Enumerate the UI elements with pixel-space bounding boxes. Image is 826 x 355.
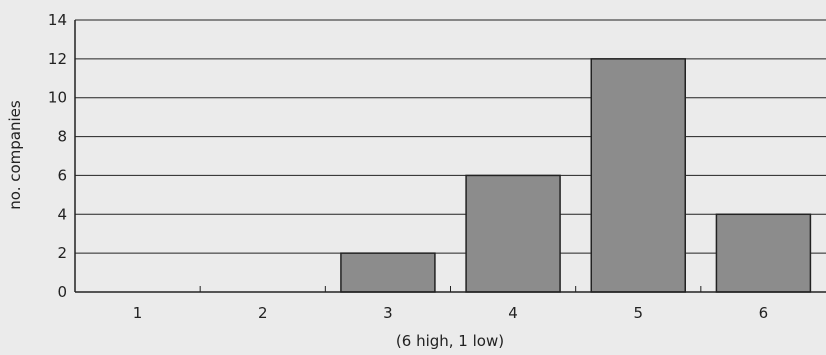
y-tick-label: 8 bbox=[57, 128, 67, 146]
y-tick-label: 6 bbox=[57, 166, 67, 184]
x-tick-labels: 1 2 3 4 5 6 bbox=[133, 304, 768, 322]
y-tick-label: 10 bbox=[48, 89, 67, 107]
bar-3 bbox=[340, 252, 436, 293]
x-tick-label: 1 bbox=[133, 304, 143, 322]
bars bbox=[340, 58, 812, 293]
y-tick-label: 2 bbox=[57, 244, 67, 262]
x-tick-label: 4 bbox=[508, 304, 518, 322]
y-tick-label: 4 bbox=[57, 205, 67, 223]
bar-4 bbox=[465, 174, 561, 293]
y-tick-label: 0 bbox=[57, 283, 67, 301]
x-axis-title: (6 high, 1 low) bbox=[396, 332, 504, 350]
y-tick-labels: 0 2 4 6 8 10 12 14 bbox=[48, 11, 67, 301]
x-tick-label: 3 bbox=[383, 304, 393, 322]
x-tick-label: 5 bbox=[633, 304, 643, 322]
bar-6 bbox=[715, 213, 812, 293]
bar-5 bbox=[590, 58, 686, 293]
x-tick-label: 6 bbox=[759, 304, 769, 322]
x-tick-label: 2 bbox=[258, 304, 268, 322]
y-axis-title: no. companies bbox=[6, 100, 24, 210]
gridlines bbox=[75, 19, 826, 254]
axes bbox=[74, 20, 826, 293]
y-tick-label: 12 bbox=[48, 50, 67, 68]
y-tick-label: 14 bbox=[48, 11, 67, 29]
